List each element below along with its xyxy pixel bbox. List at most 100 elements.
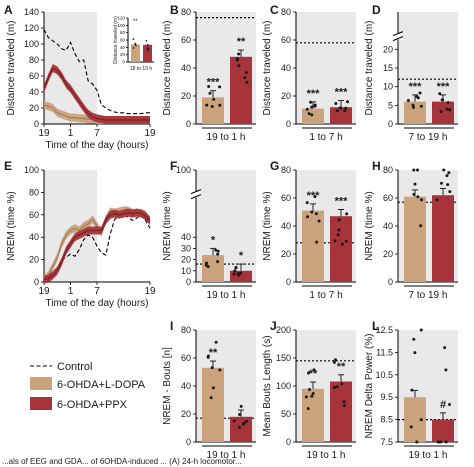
data-point-ppx-l (443, 346, 447, 350)
data-point-ppx-h (442, 168, 446, 172)
bar-ppx-i (230, 416, 252, 442)
y-tick-label-c: 20 (281, 91, 291, 101)
inset-y-tick-label: 20 (120, 52, 126, 57)
data-point-ppx-i (238, 413, 242, 417)
data-point-ppx-f (239, 271, 243, 275)
series-line-ppx-e (43, 211, 151, 281)
y-tick-label-h: 80 (383, 165, 393, 175)
series-band-ppx-e (44, 208, 150, 284)
y-tick-label-a: 80 (29, 55, 39, 65)
inset-data-point (135, 44, 137, 47)
panel-letter-h: H (372, 159, 381, 173)
y-tick-label-h: 0 (388, 277, 393, 287)
data-point-ppx-d (438, 92, 442, 96)
data-point-ldopa-h (413, 182, 417, 186)
data-point-ldopa-c (310, 105, 314, 109)
data-point-ldopa-l (410, 388, 414, 392)
inset-data-point (132, 38, 135, 40)
y-tick-label-i: 60 (181, 353, 191, 363)
panel-letter-b: B (170, 3, 179, 17)
bar-ldopa-g (302, 210, 324, 282)
data-point-ldopa-h (412, 168, 416, 172)
y-tick-label-i: 0 (186, 437, 191, 447)
y-tick-label-l: 9.5 (380, 392, 393, 402)
y-tick-label-f: 10 (181, 266, 191, 276)
data-point-ldopa-h (419, 224, 423, 228)
panel-letter-l: L (372, 319, 379, 333)
inset-bar-ldopa (131, 44, 140, 62)
inset-annotation: ** (133, 19, 138, 25)
caption-fragment: ...als of EEG and GDA... of 6OHDA-induce… (2, 457, 242, 466)
legend-ppx-label: 6-OHDA+PPX (57, 399, 128, 411)
data-point-ppx-b (244, 71, 248, 75)
x-axis-label-a: Time of the day (hours) (45, 140, 148, 151)
panel-letter-f: F (170, 159, 177, 173)
y-axis-label-e: NREM (time %) (6, 191, 17, 260)
data-point-ldopa-f (204, 263, 208, 267)
panel-letter-g: G (270, 159, 279, 173)
data-point-ppx-h (446, 183, 450, 187)
axis-break-mark-f (190, 189, 202, 195)
legend-ldopa-swatch (30, 377, 52, 390)
bar-ldopa-l (404, 397, 426, 442)
inset-data-point (146, 44, 149, 46)
series-line-ppx-a (43, 67, 150, 121)
y-tick-label-i: 20 (181, 409, 191, 419)
data-point-ldopa-l (419, 418, 423, 422)
bar-ppx-f (230, 270, 252, 282)
data-point-ldopa-b (208, 91, 212, 95)
data-point-ppx-i (245, 419, 249, 423)
data-point-ldopa-i (211, 386, 215, 390)
series-band-ppx-a (44, 64, 150, 124)
data-point-ldopa-f (216, 260, 220, 264)
data-point-ppx-g (345, 212, 349, 216)
y-tick-label-b: 40 (181, 63, 191, 73)
y-tick-label-g: 40 (281, 221, 291, 231)
data-point-ppx-g (337, 218, 341, 222)
data-point-ldopa-g (313, 195, 317, 199)
data-point-ldopa-b (218, 103, 222, 107)
panel-letter-d: D (372, 3, 381, 17)
data-point-ldopa-c (305, 107, 309, 111)
y-tick-label-g: 60 (281, 193, 291, 203)
data-point-ppx-d (448, 108, 452, 112)
y-tick-label-b: 80 (181, 7, 191, 17)
y-tick-label-a: 140 (24, 7, 39, 17)
y-tick-label-j: 50 (281, 409, 291, 419)
y-tick-label-e: 80 (29, 187, 39, 197)
data-point-ppx-j (333, 358, 337, 362)
data-point-ppx-f (233, 269, 237, 273)
y-tick-label-j: 0 (286, 437, 291, 447)
data-point-ldopa-l (415, 440, 419, 444)
y-axis-label-b: Distance traveled (m) (162, 20, 173, 115)
bar-ppx-h (432, 195, 454, 282)
data-point-ppx-h (435, 198, 439, 202)
bar-ppx-l (432, 419, 454, 442)
y-axis-label-c: Distance traveled (m) (262, 20, 273, 115)
data-point-ldopa-i (209, 396, 213, 400)
y-tick-label-a: 20 (29, 103, 39, 113)
inset-y-tick-label: 80 (120, 30, 126, 35)
data-point-ppx-d (441, 98, 445, 102)
y-tick-label-f: 30 (181, 243, 191, 253)
data-point-ppx-b (237, 52, 241, 56)
inset-data-point (134, 43, 137, 46)
bar-ppx-d (432, 101, 454, 124)
x-axis-label-c: 1 to 7 h (309, 132, 342, 143)
x-tick-label-a: 7 (94, 128, 100, 139)
inset-y-tick-label: 60 (120, 38, 126, 43)
bar-ldopa-d (404, 101, 426, 124)
data-point-ldopa-f (216, 249, 220, 253)
y-tick-label-d: 20 (383, 44, 393, 54)
data-point-ldopa-b (210, 104, 214, 108)
y-tick-label-e: 60 (29, 210, 39, 220)
data-point-ldopa-l (413, 351, 417, 355)
y-axis-label-a: Distance traveled (m) (6, 20, 17, 115)
data-point-ldopa-j (304, 395, 308, 399)
data-point-ppx-g (340, 242, 344, 246)
significance-ppx-l: # (440, 399, 446, 411)
data-point-ldopa-l (409, 425, 413, 429)
data-point-ppx-f (234, 266, 238, 270)
bar-ppx-b (230, 56, 252, 124)
legend-ldopa-label: 6-OHDA+L-DOPA (57, 379, 146, 391)
